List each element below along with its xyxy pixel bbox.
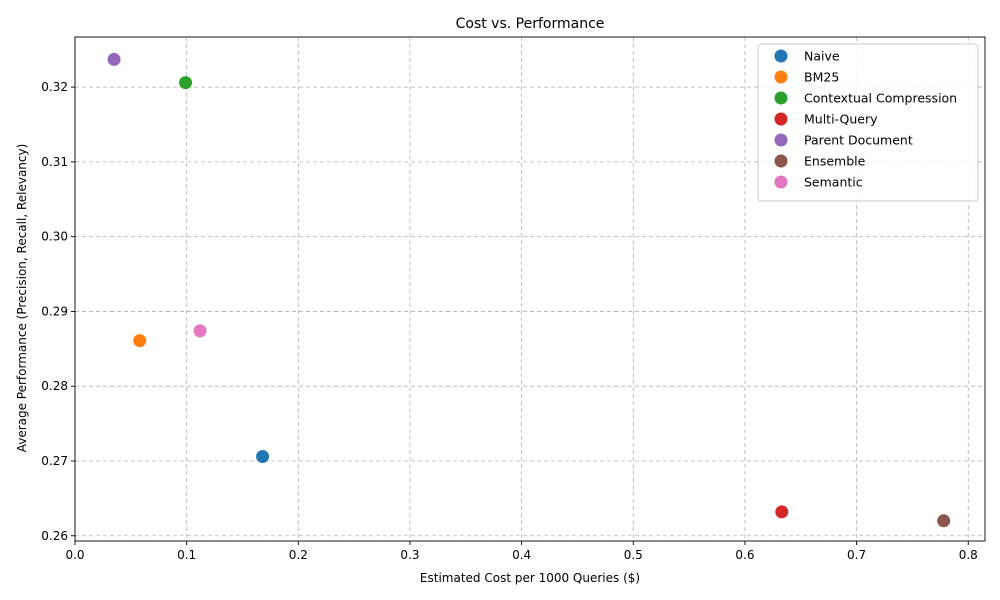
data-point <box>256 450 270 464</box>
data-point <box>193 324 207 338</box>
x-tick-label: 0.8 <box>959 548 978 562</box>
x-tick-label: 0.6 <box>735 548 754 562</box>
data-point <box>133 334 147 348</box>
data-point <box>775 505 789 519</box>
legend-entry: Multi-Query <box>804 112 878 127</box>
y-tick-label: 0.27 <box>41 454 68 468</box>
y-tick-label: 0.30 <box>41 230 68 244</box>
legend-marker <box>774 91 788 105</box>
x-tick-label: 0.7 <box>847 548 866 562</box>
y-tick-label: 0.26 <box>41 529 68 543</box>
legend-entry: Contextual Compression <box>804 91 957 106</box>
legend-marker <box>774 175 788 189</box>
legend: Naive BM25 Contextual Compression Multi-Que… <box>757 43 979 202</box>
data-point <box>179 76 193 90</box>
y-axis-ticks: 0.26 0.27 0.28 0.29 0.30 0.31 0.32 <box>41 80 75 543</box>
y-tick-label: 0.32 <box>41 80 68 94</box>
legend-marker <box>774 154 788 168</box>
y-tick-label: 0.28 <box>41 379 68 393</box>
x-tick-label: 0.0 <box>65 548 84 562</box>
x-tick-label: 0.4 <box>512 548 531 562</box>
y-tick-label: 0.31 <box>41 155 68 169</box>
x-tick-label: 0.1 <box>177 548 196 562</box>
y-tick-label: 0.29 <box>41 304 68 318</box>
legend-marker <box>774 133 788 147</box>
x-tick-label: 0.5 <box>624 548 643 562</box>
x-tick-label: 0.2 <box>289 548 308 562</box>
x-tick-label: 0.3 <box>400 548 419 562</box>
x-axis-label: Estimated Cost per 1000 Queries ($) <box>420 571 640 585</box>
legend-entry: Naive <box>804 49 840 64</box>
y-axis-label: Average Performance (Precision, Recall, … <box>15 144 29 453</box>
legend-entry: Parent Document <box>804 133 913 148</box>
legend-entry: Ensemble <box>804 154 866 169</box>
data-point <box>107 52 121 66</box>
data-point <box>937 514 951 528</box>
legend-entry: Semantic <box>804 175 863 190</box>
legend-marker <box>774 112 788 126</box>
data-points <box>107 52 951 528</box>
legend-marker <box>774 70 788 84</box>
plot-area-frame <box>74 36 986 542</box>
legend-marker <box>774 49 788 63</box>
chart-title: Cost vs. Performance <box>456 16 605 32</box>
legend-box <box>757 43 979 202</box>
legend-entry: BM25 <box>804 70 839 85</box>
x-axis-ticks: 0.0 0.1 0.2 0.3 0.4 0.5 0.6 0.7 0.8 <box>65 541 978 562</box>
